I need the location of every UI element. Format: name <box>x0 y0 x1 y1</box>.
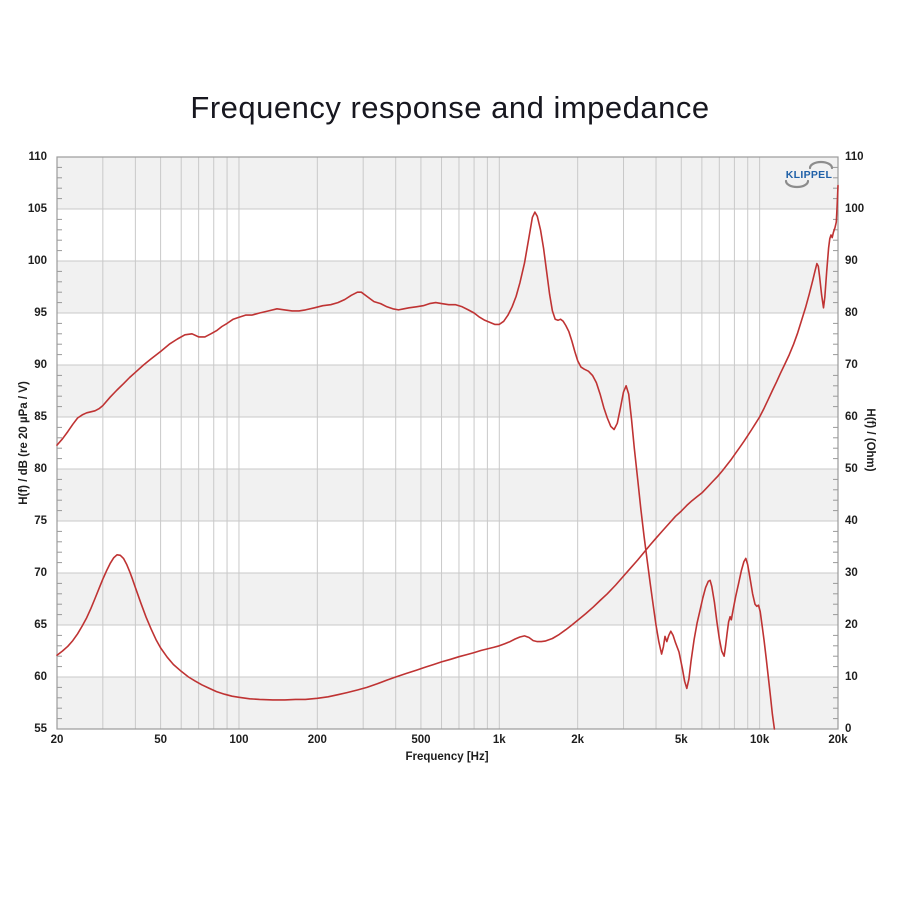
y-right-tick-label: 80 <box>845 307 858 319</box>
plot-frame <box>56 156 839 730</box>
y-left-tick-label: 75 <box>34 515 47 527</box>
spl-curve <box>56 211 776 730</box>
x-tick-label: 20 <box>50 734 64 746</box>
y-right-tick-label: 20 <box>845 619 858 631</box>
y-left-tick-label: 85 <box>34 411 47 423</box>
x-tick-label: 500 <box>411 734 431 746</box>
y-left-tick-label: 105 <box>27 203 47 215</box>
x-tick-label: 20k <box>828 734 848 746</box>
x-tick-label: 200 <box>307 734 327 746</box>
y-left-tick-label: 110 <box>28 151 47 163</box>
y-left-axis-title: H(f) / dB (re 20 µPa / V) <box>18 381 30 505</box>
plot-band <box>57 573 838 625</box>
klippel-logo-arcs-icon <box>784 160 834 189</box>
y-left-tick-label: 100 <box>27 255 47 267</box>
x-axis-title: Frequency [Hz] <box>405 751 489 763</box>
y-right-tick-label: 0 <box>845 723 852 735</box>
y-left-tick-label: 65 <box>34 619 47 631</box>
y-left-tick-label: 55 <box>34 723 47 735</box>
y-right-tick-label: 40 <box>845 515 858 527</box>
x-tick-label: 100 <box>229 734 249 746</box>
y-right-tick-label: 70 <box>845 359 858 371</box>
x-tick-label: 1k <box>492 734 506 746</box>
y-left-tick-label: 70 <box>34 567 47 579</box>
x-tick-label: 50 <box>154 734 167 746</box>
y-right-tick-label: 60 <box>845 411 858 423</box>
klippel-logo: KLIPPEL <box>779 160 839 190</box>
chart-title: Frequency response and impedance <box>190 90 710 125</box>
plot-band <box>57 365 838 417</box>
y-left-tick-label: 80 <box>34 463 47 475</box>
y-right-tick-label: 110 <box>845 151 864 163</box>
y-left-tick-label: 60 <box>34 671 47 683</box>
plot-band <box>57 469 838 521</box>
plot-band <box>57 157 838 209</box>
x-tick-label: 5k <box>674 734 688 746</box>
y-left-tick-label: 90 <box>34 359 47 371</box>
klippel-logo-text: KLIPPEL <box>785 169 833 181</box>
plot-band <box>57 677 838 729</box>
x-tick-label: 10k <box>750 734 770 746</box>
y-right-tick-label: 90 <box>845 255 858 267</box>
x-tick-label: 2k <box>571 734 585 746</box>
y-right-tick-label: 100 <box>845 203 865 215</box>
y-right-tick-label: 30 <box>845 567 858 579</box>
y-right-tick-label: 10 <box>845 671 858 683</box>
impedance-curve <box>56 184 839 701</box>
y-right-tick-label: 50 <box>845 463 858 475</box>
y-left-tick-label: 95 <box>34 307 47 319</box>
